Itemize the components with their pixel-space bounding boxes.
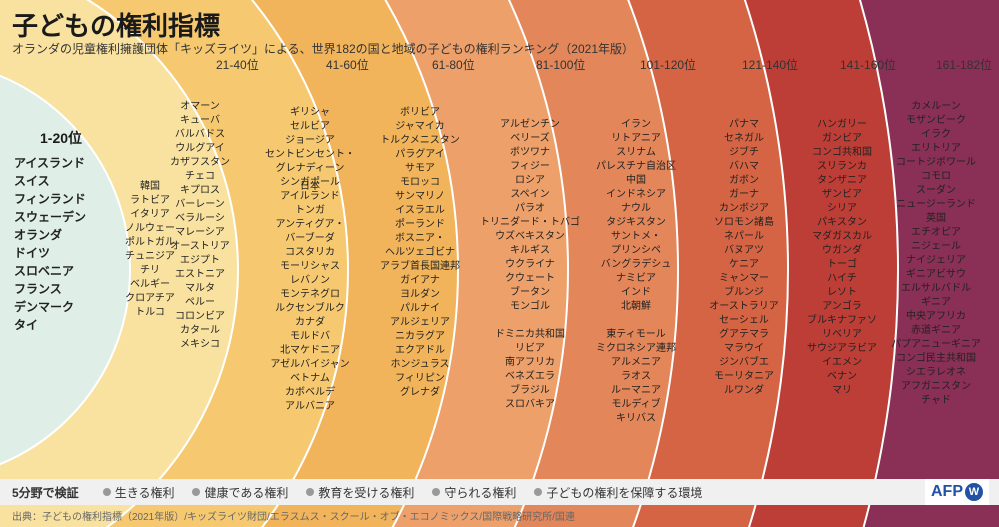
country-column: ボリビアジャマイカトルクメニスタンパラグアイサモアモロッコサンマリノイスラエルポ… <box>380 106 460 400</box>
band-label: 1-20位 <box>40 128 82 148</box>
legend-item: 健康である権利 <box>192 484 288 501</box>
legend-dot-icon <box>103 488 111 496</box>
country-column: カメルーンモザンビークイラクエリトリアコートジボワールコモロスーダンニュージーラ… <box>891 100 981 408</box>
country-column: イランリトアニアスリナムパレスチナ自治区中国インドネシアナウルタジキスタンサント… <box>596 118 676 426</box>
logo-badge: W <box>965 483 983 501</box>
band-label: 101-120位 <box>640 56 696 73</box>
legend-dot-icon <box>534 488 542 496</box>
legend-dot-icon <box>432 488 440 496</box>
legend-item: 教育を受ける権利 <box>306 484 414 501</box>
country-column: ハンガリーガンビアコンゴ共和国スリランカタンザニアザンビアシリアパキスタンマダガ… <box>807 118 877 398</box>
page-title: 子どもの権利指標 <box>12 6 220 43</box>
afp-logo: AFP W <box>925 479 989 505</box>
legend-dot-icon <box>192 488 200 496</box>
country-column: パナマセネガルジブチバハマガボンガーナカンボジアソロモン諸島ネパールバヌアツケニ… <box>709 118 779 398</box>
band-label: 121-140位 <box>742 56 798 73</box>
legend-item-label: 子どもの権利を保障する環境 <box>546 484 702 501</box>
band-label: 81-100位 <box>536 56 585 73</box>
legend-item-label: 生きる権利 <box>115 484 175 501</box>
legend-dot-icon <box>306 488 314 496</box>
legend-item-label: 健康である権利 <box>204 484 288 501</box>
legend-bar: 5分野で検証 生きる権利 健康である権利 教育を受ける権利 守られる権利 子どもの権利を… <box>0 479 999 505</box>
source-text: 出典：子どもの権利指標（2021年版）/キッズライツ財団/エラスムス・スクール・… <box>12 508 575 523</box>
band-label: 61-80位 <box>432 56 475 73</box>
legend-item: 子どもの権利を保障する環境 <box>534 484 702 501</box>
logo-text: AFP <box>931 483 963 501</box>
legend-item-label: 守られる権利 <box>444 484 516 501</box>
country-column: ギリシャセルビアジョージアセントビンセント・グレナディーンシンガポールアイルラン… <box>265 106 355 414</box>
country-column: 韓国ラトビアイタリアノルウェーポルトガルチュニジアチリベルギークロアチアトルコ <box>125 180 175 320</box>
band-label: 21-40位 <box>216 56 259 73</box>
country-column: アルゼンチンベリーズボツワナフィジーロシアスペインパラオトリニダード・トバゴウズ… <box>480 118 580 412</box>
legend-item: 守られる権利 <box>432 484 516 501</box>
country-column: オマーンキューババルバドスウルグアイカザフスタンチェコキプロスバーレーンベラルー… <box>170 100 230 352</box>
country-column: アイスランドスイスフィンランドスウェーデンオランダドイツスロベニアフランスデンマ… <box>14 154 86 334</box>
page-subtitle: オランダの児童権利擁護団体「キッズライツ」による、世界182の国と地域の子どもの… <box>12 40 634 57</box>
band-label: 161-182位 <box>936 56 992 73</box>
legend-title: 5分野で検証 <box>12 484 79 501</box>
band-label: 41-60位 <box>326 56 369 73</box>
band-label: 141-160位 <box>840 56 896 73</box>
legend-item-label: 教育を受ける権利 <box>318 484 414 501</box>
legend-item: 生きる権利 <box>103 484 175 501</box>
